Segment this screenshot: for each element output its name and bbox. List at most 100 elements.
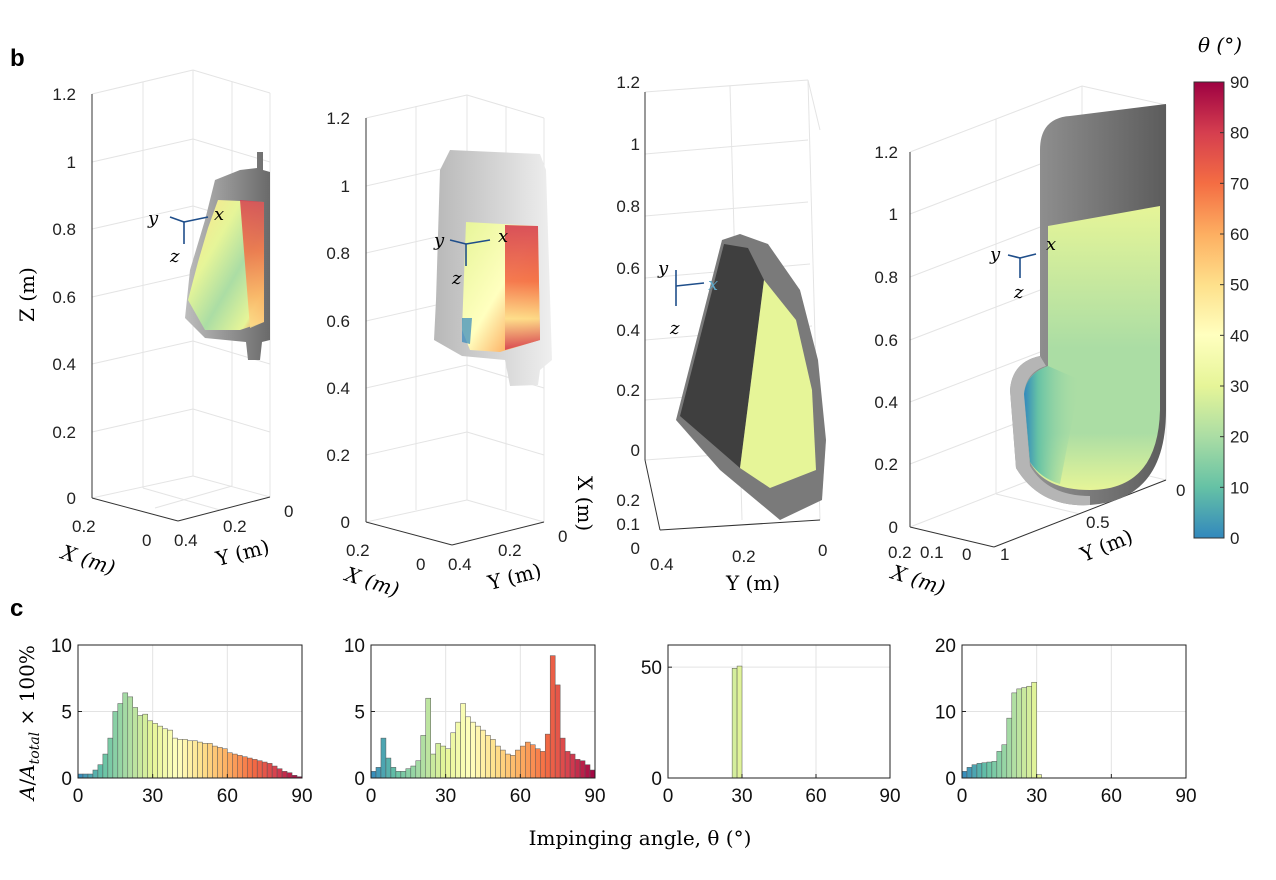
svg-text:0.4: 0.4 xyxy=(174,531,198,550)
colorbar-tick-label: 40 xyxy=(1230,326,1249,345)
svg-text:0.8: 0.8 xyxy=(52,220,76,239)
svg-text:1: 1 xyxy=(889,205,898,224)
x-tick-label: 60 xyxy=(510,786,531,807)
triad-x-1: x xyxy=(214,204,224,225)
hist-bar xyxy=(286,772,293,779)
hist-bar xyxy=(500,749,506,779)
triad-z-2: z xyxy=(451,268,462,289)
hist-bar xyxy=(574,759,581,779)
hist-bar xyxy=(217,747,223,779)
x-tick-label: 0 xyxy=(73,786,84,807)
hist-xlabel: Impinging angle, θ (°) xyxy=(529,826,752,850)
x-axis-label-4: X (m) xyxy=(887,559,949,599)
x-axis-label-2: X (m) xyxy=(341,561,403,601)
svg-text:0.8: 0.8 xyxy=(326,244,350,263)
hist-bar xyxy=(544,733,551,779)
triad-x-3: x xyxy=(708,274,718,295)
hist-bar xyxy=(510,755,516,779)
hist-bar xyxy=(177,739,183,779)
svg-text:0: 0 xyxy=(67,489,76,508)
colorbar-tick-label: 0 xyxy=(1230,529,1239,548)
hist-bar xyxy=(485,735,491,779)
surface-1-edge xyxy=(240,200,264,328)
y-axis-label-2: Y (m) xyxy=(484,558,543,595)
triad-z-3: z xyxy=(669,318,680,339)
surface-3-dark xyxy=(680,244,764,468)
hist-bar xyxy=(961,771,968,779)
hist-bar xyxy=(440,745,446,779)
y-tick-label: 0 xyxy=(61,769,72,790)
svg-text:1.2: 1.2 xyxy=(52,85,76,104)
hist-bar xyxy=(207,743,213,779)
hist-bar xyxy=(450,732,456,779)
hist-bar xyxy=(246,757,253,779)
hist-bar xyxy=(147,720,153,779)
svg-text:0.2: 0.2 xyxy=(223,517,247,536)
hist-bar xyxy=(380,737,387,779)
colorbar-tick-label: 80 xyxy=(1230,124,1249,143)
triad-x-4: x xyxy=(1046,234,1056,255)
histogram-3: 0 30 60 90 0 50 xyxy=(641,644,901,807)
surface-4-blue xyxy=(1024,366,1080,484)
axis-triad-1 xyxy=(169,216,209,244)
hist-bar xyxy=(1016,688,1022,779)
histogram-1: 0 30 60 90 0 5 10 xyxy=(51,636,313,807)
axis-triad-4 xyxy=(1007,253,1037,278)
colorbar-tick-label: 50 xyxy=(1230,276,1249,295)
hist-bar xyxy=(370,771,377,779)
hist-bar xyxy=(192,740,198,779)
hist-bar xyxy=(77,773,84,779)
hist-bar xyxy=(112,711,119,779)
hist-bar xyxy=(435,743,441,779)
svg-text:0: 0 xyxy=(416,555,425,574)
x-ticks-2: 0.20 xyxy=(346,541,425,574)
hist-bar xyxy=(569,753,576,779)
x-axis-label-1: X (m) xyxy=(57,539,119,579)
svg-text:0.2: 0.2 xyxy=(346,541,370,560)
x-tick-label: 90 xyxy=(584,786,605,807)
hist-bar xyxy=(1001,744,1008,779)
colorbar-tick-label: 60 xyxy=(1230,225,1249,244)
hist-bar xyxy=(152,723,158,779)
y-tick-label: 50 xyxy=(641,658,662,679)
hist-bar xyxy=(539,751,546,779)
triad-y-2: y xyxy=(433,230,445,251)
hist-bar xyxy=(157,725,163,779)
hist-bar xyxy=(1031,681,1037,779)
hist-bar xyxy=(82,773,89,779)
svg-text:0.8: 0.8 xyxy=(874,268,898,287)
hist-bar xyxy=(97,764,104,779)
hist-bar xyxy=(227,752,233,779)
svg-text:0: 0 xyxy=(818,541,827,560)
hist-bar xyxy=(1021,687,1027,779)
hist-bar xyxy=(162,728,168,779)
svg-text:0.1: 0.1 xyxy=(920,543,944,562)
hist-bar xyxy=(490,739,496,779)
hist-bar xyxy=(232,753,238,779)
body-rim-4 xyxy=(1010,356,1090,506)
svg-text:0.2: 0.2 xyxy=(888,543,912,562)
y-tick-label: 0 xyxy=(651,769,662,790)
z-axis-label: Z (m) xyxy=(15,267,39,322)
plot-area xyxy=(668,645,890,778)
hist-bar xyxy=(584,764,591,779)
axes-3d xyxy=(365,118,545,546)
svg-text:0.2: 0.2 xyxy=(498,541,522,560)
x-tick-label: 30 xyxy=(142,786,163,807)
hist-bar xyxy=(505,753,511,779)
colorbar-tick-label: 70 xyxy=(1230,174,1249,193)
colorbar-tick-label: 10 xyxy=(1230,478,1249,497)
hist-bar xyxy=(266,763,273,779)
svg-text:0.6: 0.6 xyxy=(616,259,640,278)
x-tick-label: 60 xyxy=(1101,786,1122,807)
svg-text:1: 1 xyxy=(631,135,640,154)
hist-bar xyxy=(564,751,571,779)
svg-text:0.8: 0.8 xyxy=(616,197,640,216)
y-tick-label: 5 xyxy=(354,703,365,724)
svg-text:1.2: 1.2 xyxy=(874,143,898,162)
x-tick-label: 30 xyxy=(435,786,456,807)
y-tick-label: 0 xyxy=(354,769,365,790)
svg-text:0.2: 0.2 xyxy=(52,423,76,442)
svg-text:0: 0 xyxy=(1176,481,1185,500)
svg-text:0.4: 0.4 xyxy=(326,379,350,398)
